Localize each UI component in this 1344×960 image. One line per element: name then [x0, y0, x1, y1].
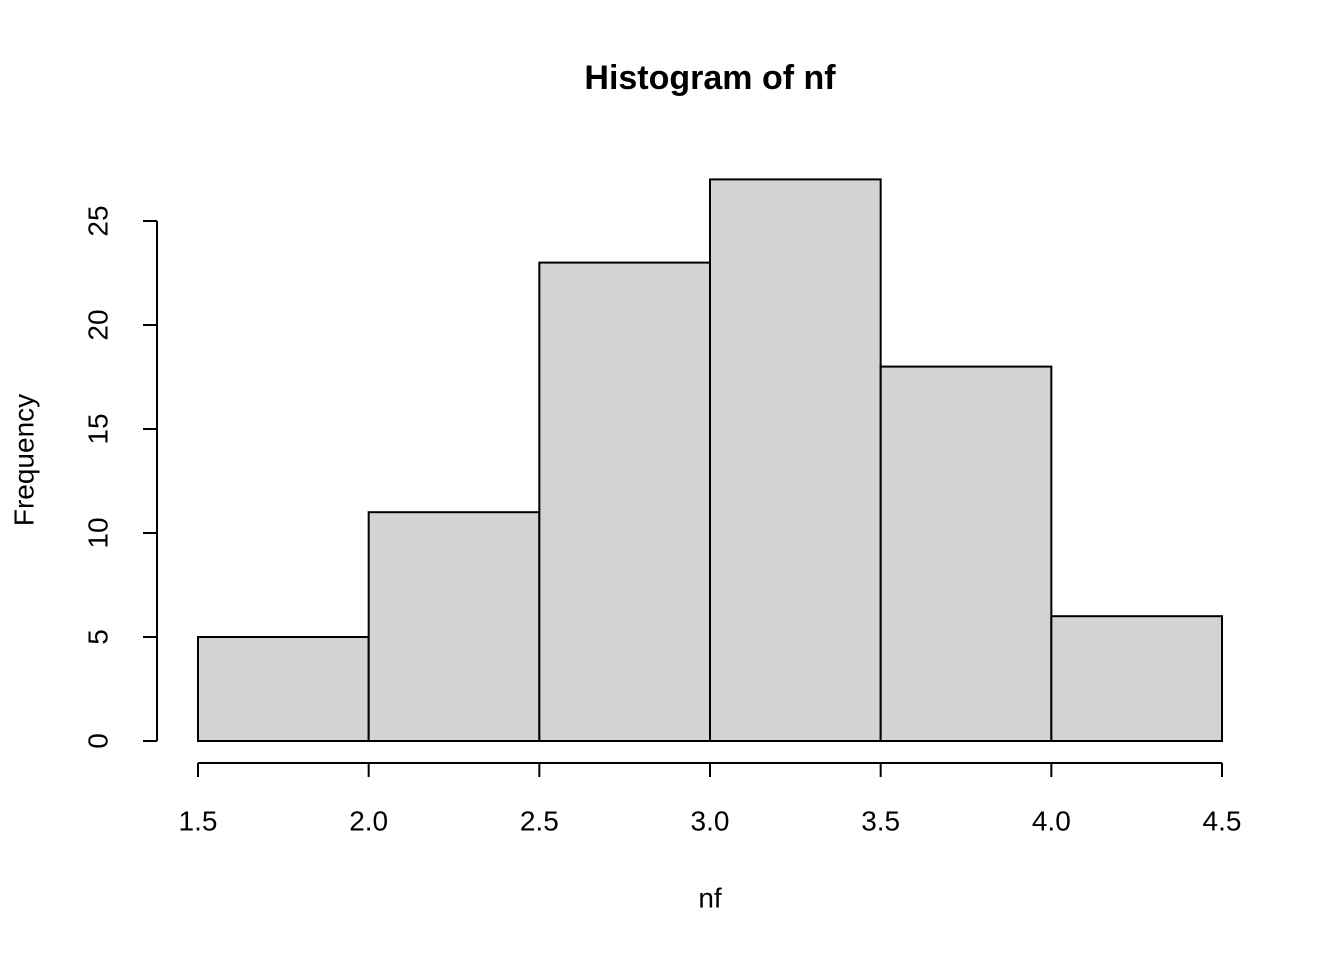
x-tick-label: 1.5 [179, 805, 218, 836]
chart-title: Histogram of nf [584, 59, 836, 97]
y-tick-label: 15 [82, 413, 113, 444]
x-tick-label: 3.5 [861, 805, 900, 836]
x-tick-label: 3.0 [691, 805, 730, 836]
x-tick-label: 4.5 [1203, 805, 1242, 836]
bar [879, 365, 1053, 742]
bar [538, 261, 711, 742]
y-axis-label: Frequency [8, 394, 39, 526]
bar [367, 511, 541, 743]
x-tick-label: 2.5 [520, 805, 559, 836]
x-axis-label: nf [698, 882, 722, 913]
y-tick-label: 0 [82, 733, 113, 749]
x-tick-label: 2.0 [349, 805, 388, 836]
bar [709, 178, 882, 742]
y-tick-label: 10 [82, 517, 113, 548]
y-tick-label: 5 [82, 629, 113, 645]
y-tick-label: 25 [82, 205, 113, 236]
y-tick-label: 20 [82, 309, 113, 340]
bar [1050, 615, 1224, 743]
x-tick-label: 4.0 [1032, 805, 1071, 836]
bar [197, 636, 370, 742]
